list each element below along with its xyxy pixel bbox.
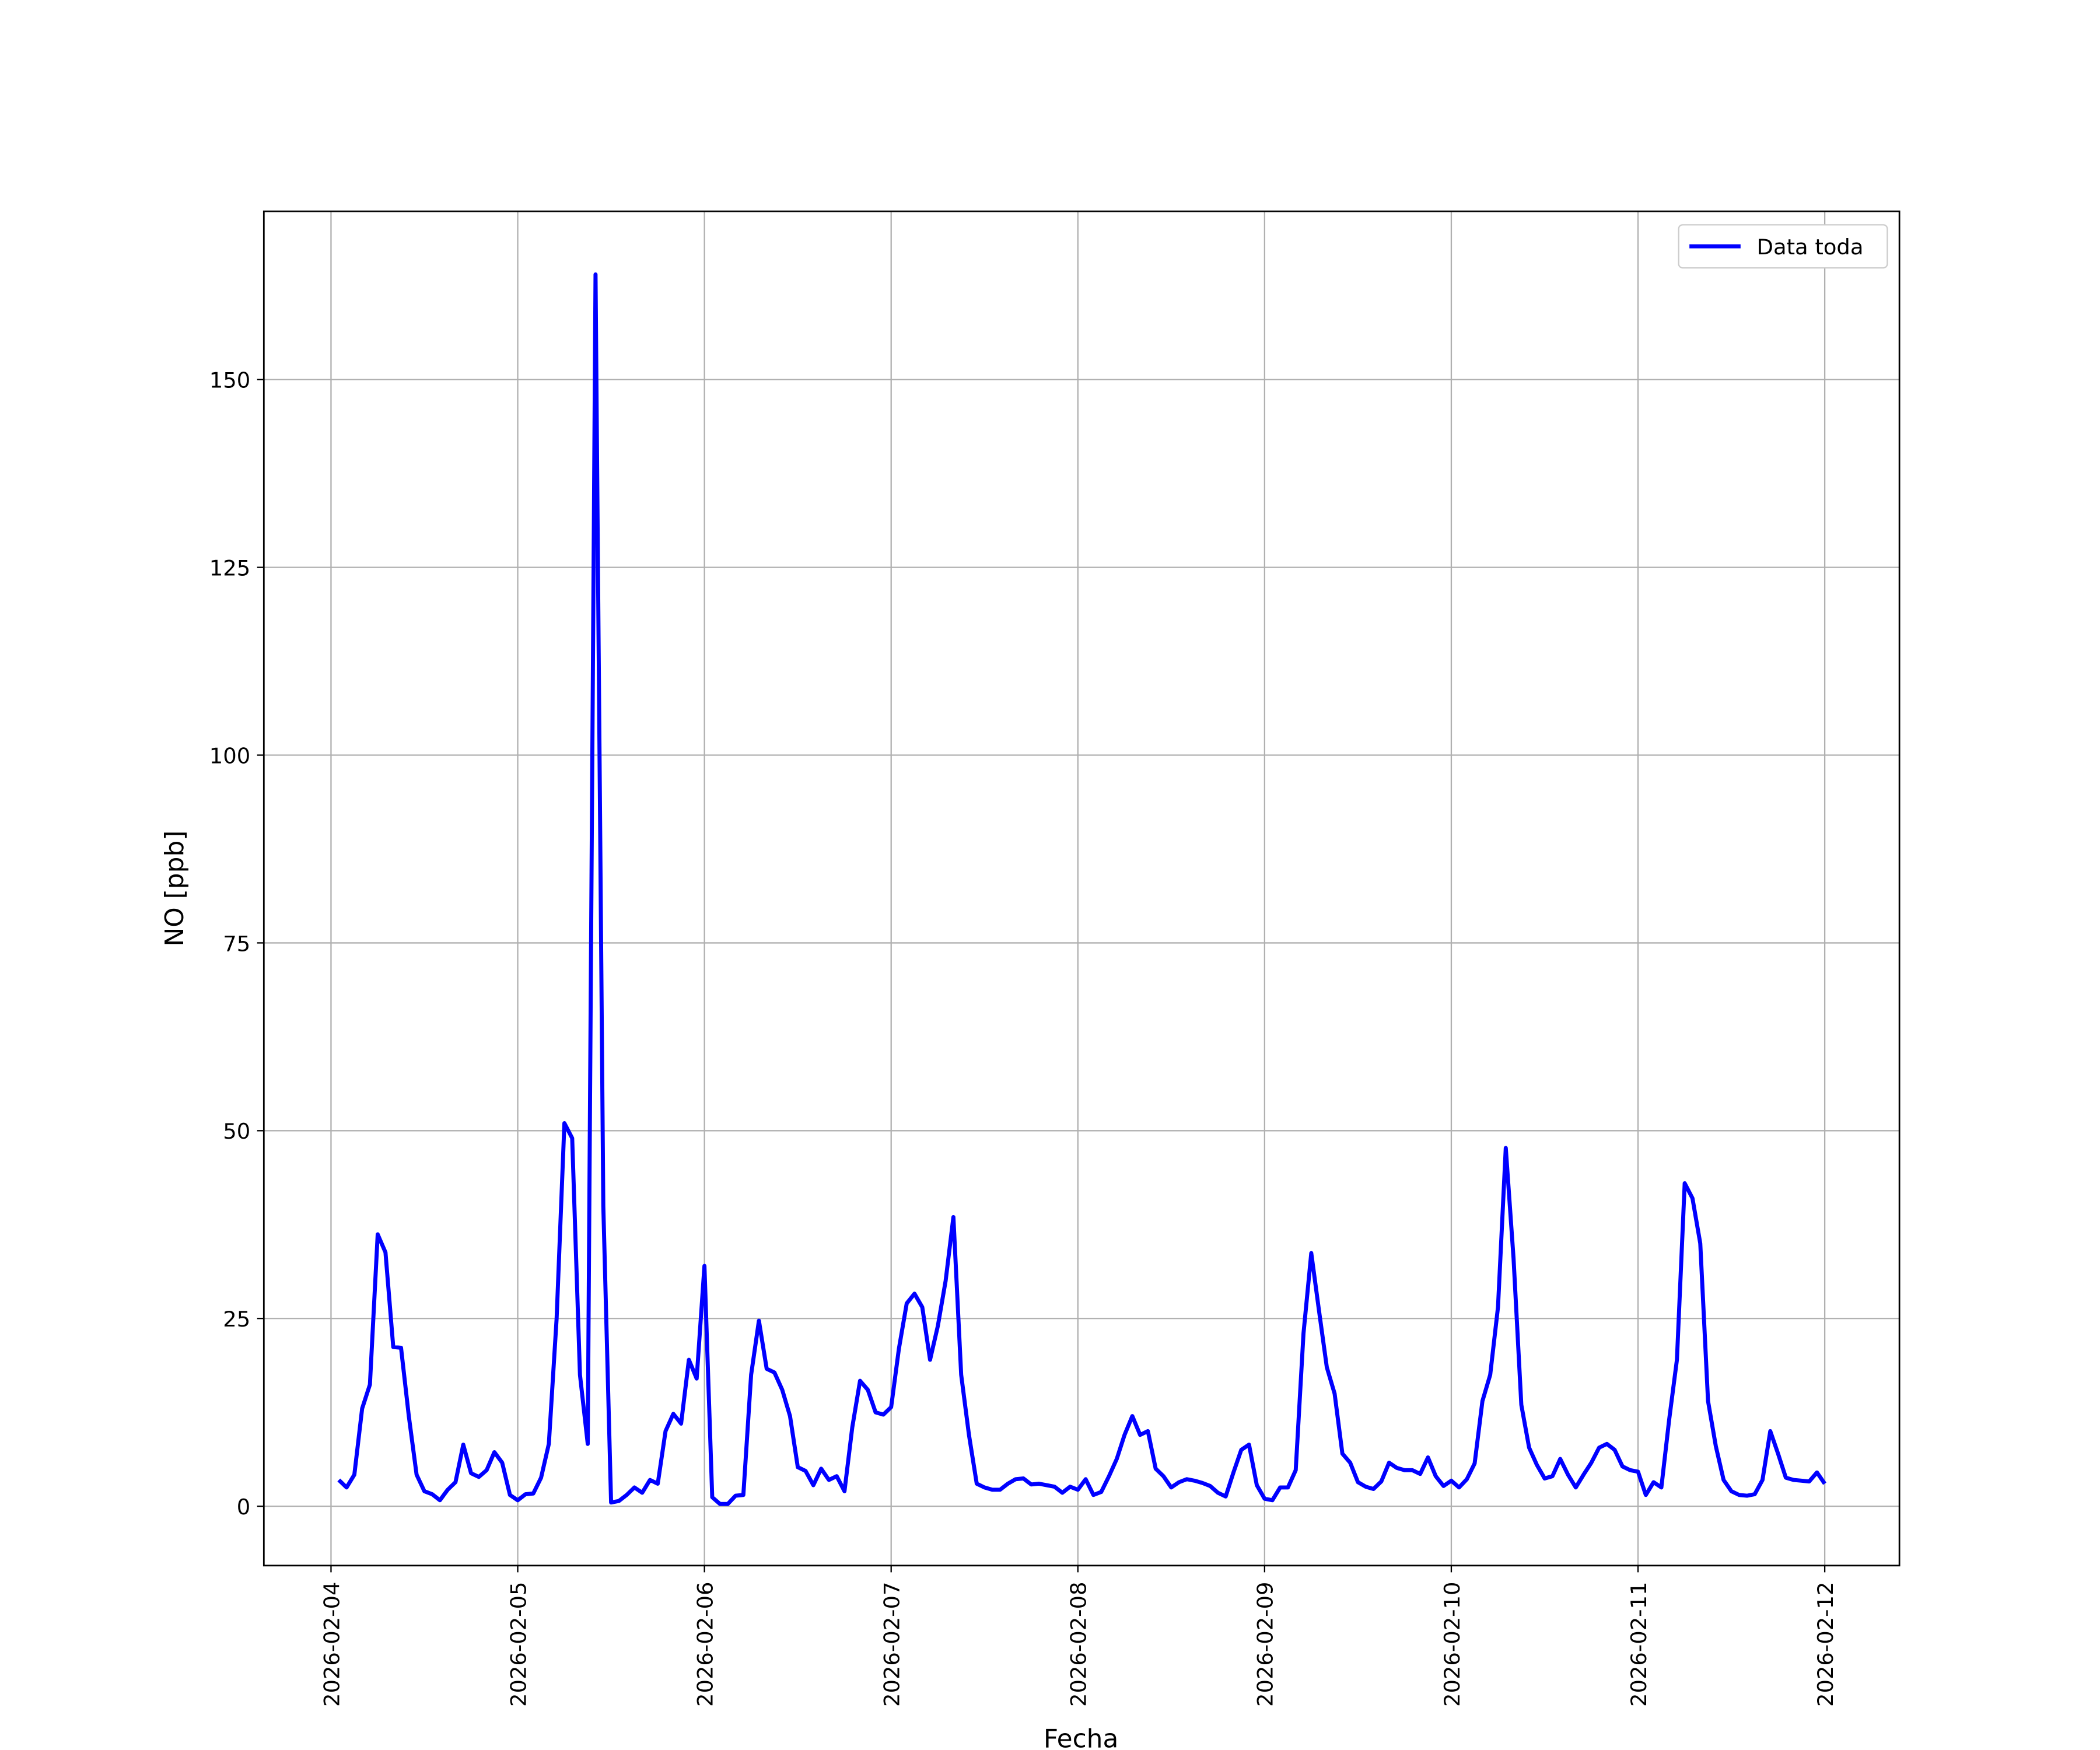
x-tick-label: 2026-02-08: [1066, 1582, 1091, 1707]
x-tick-label: 2026-02-04: [319, 1582, 344, 1707]
x-tick-label: 2026-02-09: [1253, 1582, 1278, 1707]
x-tick-label: 2026-02-07: [880, 1582, 905, 1707]
y-tick-label: 150: [209, 368, 250, 393]
y-axis-label: NO [ppb]: [160, 831, 190, 947]
x-tick-label: 2026-02-06: [692, 1582, 718, 1707]
y-tick-label: 125: [209, 555, 250, 580]
x-axis-label: Fecha: [1044, 1724, 1119, 1750]
y-tick-label: 50: [223, 1119, 250, 1144]
x-tick-label: 2026-02-10: [1440, 1582, 1465, 1707]
data-line: [337, 272, 1826, 1506]
legend-box: [1678, 224, 1888, 269]
x-tick-label: 2026-02-05: [506, 1582, 531, 1707]
y-tick-label: 25: [223, 1307, 250, 1332]
y-tick-label: 100: [209, 743, 250, 768]
x-tick-label: 2026-02-11: [1626, 1582, 1651, 1707]
x-tick-label: 2026-02-12: [1813, 1582, 1838, 1707]
plot-frame: [262, 210, 1901, 1567]
y-tick-label: 75: [223, 931, 250, 956]
y-tick-label: 0: [237, 1494, 250, 1520]
legend-label: Data toda: [1757, 235, 1864, 260]
